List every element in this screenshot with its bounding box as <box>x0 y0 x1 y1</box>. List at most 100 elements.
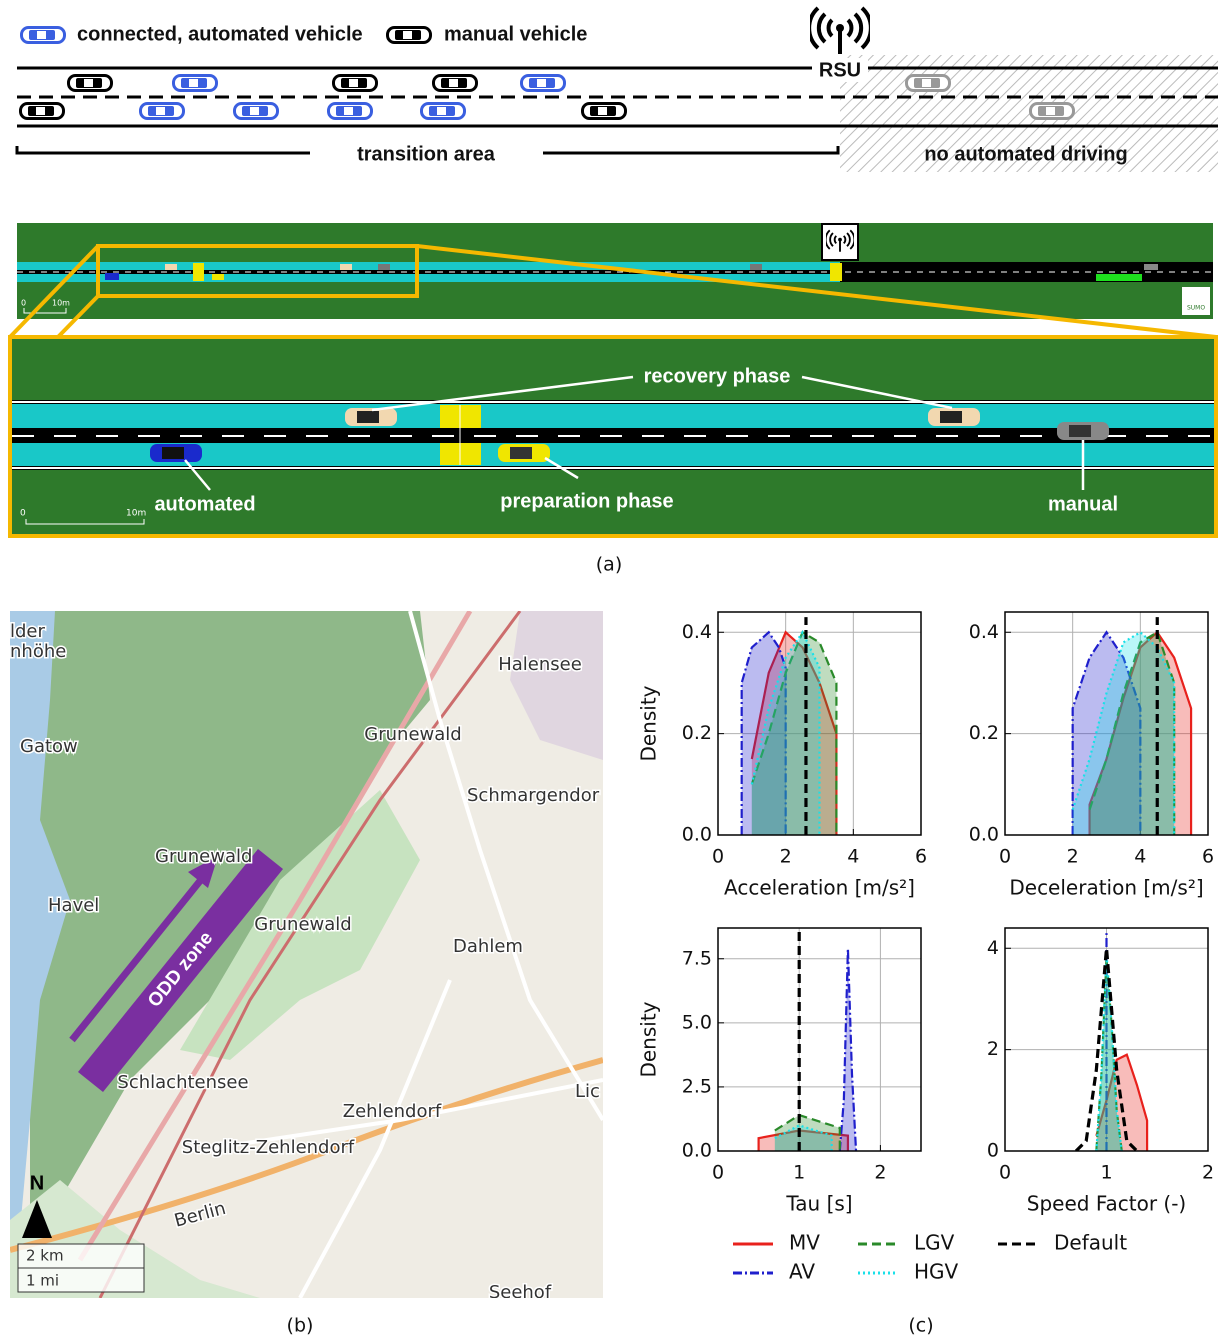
x-tick-label: 2 <box>1067 846 1079 868</box>
scale-label: 10m <box>52 299 70 308</box>
scale-label: 0 <box>20 509 26 519</box>
icon <box>329 104 372 119</box>
shape <box>1069 425 1091 437</box>
legend-label: connected, automated vehicle <box>77 23 363 45</box>
place-label: Grunewald <box>364 724 461 745</box>
shape <box>340 264 352 270</box>
x-tick-label: 4 <box>1134 846 1146 868</box>
y-tick-label: 2 <box>987 1038 999 1060</box>
annotation: recovery phase <box>644 365 791 387</box>
y-tick-label: 0 <box>987 1140 999 1162</box>
simulation: 0 10m SUMO recovery phase automated prep… <box>10 223 1216 536</box>
x-axis-label: Tau [s] <box>785 1192 852 1216</box>
shape <box>12 404 1214 428</box>
x-tick-label: 6 <box>1202 846 1214 868</box>
x-axis-label: Deceleration [m/s²] <box>1009 876 1203 900</box>
place-label: Schlachtensee <box>117 1072 248 1093</box>
legend-label: Default <box>1054 1231 1127 1255</box>
place-label: Lic <box>575 1081 600 1102</box>
rsu-label: RSU <box>819 59 861 81</box>
x-tick-label: 1 <box>1100 1162 1112 1184</box>
y-tick-label: 0.0 <box>682 1140 712 1162</box>
y-tick-label: 2.5 <box>682 1075 712 1097</box>
schematic: connected, automated vehicle manual vehi… <box>17 8 1218 172</box>
shape <box>162 447 184 459</box>
charts: 0.00.20.40246Acceleration [m/s²]Density0… <box>637 612 1215 1284</box>
legend-label: manual vehicle <box>444 23 587 45</box>
icon <box>1031 104 1074 119</box>
x-tick-label: 0 <box>712 846 724 868</box>
icon <box>21 104 64 119</box>
x-tick-label: 0 <box>999 846 1011 868</box>
icon <box>174 76 217 91</box>
scale-label: 10m <box>126 509 146 519</box>
x-tick-label: 0 <box>712 1162 724 1184</box>
x-axis-label: Acceleration [m/s²] <box>724 876 915 900</box>
shape <box>750 264 762 270</box>
y-tick-label: 0.4 <box>682 621 712 643</box>
annotation: manual <box>1048 493 1118 515</box>
icon <box>522 76 565 91</box>
icon <box>69 76 112 91</box>
legend-label: MV <box>789 1231 820 1255</box>
x-tick-label: 2 <box>874 1162 886 1184</box>
y-tick-label: 0.0 <box>682 824 712 846</box>
place-label: lder <box>10 621 46 642</box>
no-auto-label: no automated driving <box>924 143 1127 165</box>
annotation: automated <box>154 493 255 515</box>
legend-label: LGV <box>914 1231 955 1255</box>
map: ODD zone lder nhöhe Gatow Havel Grunewal… <box>10 611 603 1303</box>
transition-label: transition area <box>357 143 496 165</box>
plot-frame <box>718 928 921 1151</box>
figure: connected, automated vehicle manual vehi… <box>0 0 1218 1342</box>
icon <box>809 8 871 54</box>
place-label: Schmargendor <box>467 785 600 806</box>
scale-label: 2 km <box>26 1247 64 1265</box>
place-label: Gatow <box>20 736 78 757</box>
shape <box>510 447 532 459</box>
icon <box>141 104 184 119</box>
legend-label: AV <box>789 1260 815 1284</box>
y-tick-label: 7.5 <box>682 947 712 969</box>
icon <box>434 76 477 91</box>
caption: (a) <box>596 554 622 576</box>
page: {"diagram": {"legend": ["connected, auto… <box>0 0 1218 1342</box>
y-tick-label: 0.4 <box>969 621 999 643</box>
x-tick-label: 1 <box>793 1162 805 1184</box>
sumo-logo: SUMO <box>1187 305 1205 312</box>
shape <box>357 411 379 423</box>
shape <box>1096 274 1142 281</box>
shape <box>193 263 204 281</box>
scale-label: 1 mi <box>26 1272 59 1290</box>
place-label: Havel <box>48 895 99 916</box>
chart: 0.0 2.5 5.0 7.5 0 1 2 Tau [s] Density <box>637 928 922 1216</box>
chart: 0.0 0.2 0.4 0 2 4 6 Deceleration [m/s²] <box>969 612 1214 900</box>
place-label: Seehof <box>489 1282 552 1303</box>
caption: (c) <box>908 1315 933 1337</box>
icon <box>334 76 377 91</box>
y-tick-label: 4 <box>987 937 999 959</box>
x-tick-label: 0 <box>999 1162 1011 1184</box>
y-axis-label: Density <box>637 1001 661 1077</box>
shape <box>165 264 177 270</box>
icon <box>235 104 278 119</box>
annotation: preparation phase <box>500 490 673 512</box>
y-tick-label: 0.0 <box>969 824 999 846</box>
icon <box>907 76 950 91</box>
shape <box>1144 264 1158 270</box>
x-tick-label: 6 <box>915 846 927 868</box>
scale-label: 0 <box>21 299 26 308</box>
y-tick-label: 0.2 <box>969 722 999 744</box>
chart: 024012Speed Factor (-) <box>987 928 1214 1216</box>
legend-label: HGV <box>914 1260 959 1284</box>
x-tick-label: 2 <box>780 846 792 868</box>
shape <box>940 411 962 423</box>
legend-car <box>388 28 431 43</box>
place-label: nhöhe <box>10 641 66 662</box>
x-tick-label: 4 <box>847 846 859 868</box>
shape <box>212 274 224 280</box>
shape <box>378 264 390 270</box>
place-label: Halensee <box>498 654 582 675</box>
place-label: Steglitz-Zehlendorf <box>182 1137 355 1158</box>
y-tick-label: 5.0 <box>682 1011 712 1033</box>
